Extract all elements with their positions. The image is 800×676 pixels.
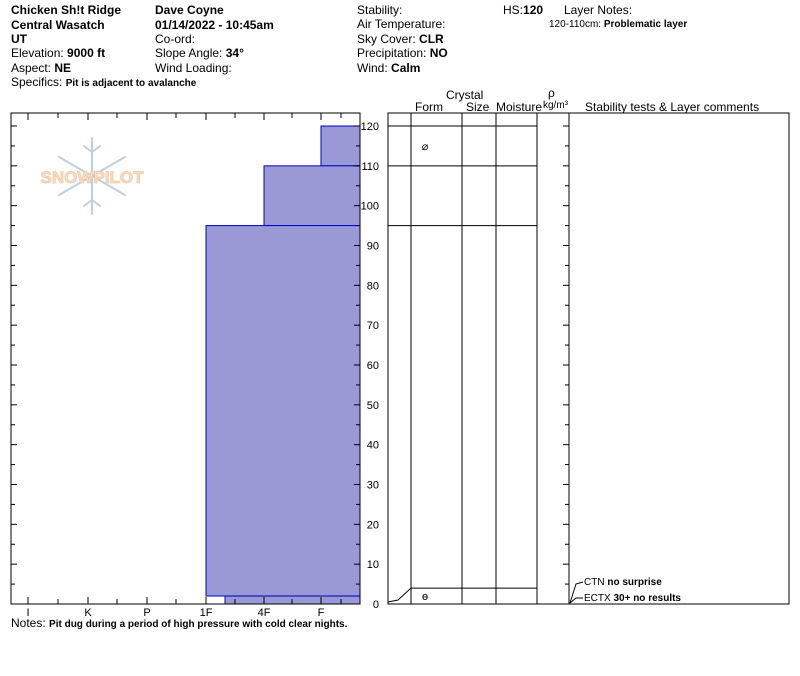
region-name: Central Wasatch [11, 18, 105, 32]
specifics-label: Specifics: [11, 75, 63, 89]
layer-note-text: Problematic layer [603, 19, 688, 30]
precip-value: NO [429, 46, 448, 60]
notes-value: Pit dug during a period of high pressure… [49, 619, 348, 630]
hardness-tick-label: F [318, 607, 325, 619]
stability-test-2: ECTX 30+ no results [584, 592, 681, 606]
aspect-value: NE [54, 61, 72, 75]
layer-note-range: 120-110cm: [549, 19, 602, 30]
test-leader-line [569, 597, 583, 604]
comments-header: Stability tests & Layer comments [585, 100, 760, 114]
sky-cover: Sky Cover: CLR [357, 32, 444, 46]
test-code: ECTX [584, 593, 611, 604]
air-temperature-label: Air Temperature: [357, 17, 446, 31]
height-tick-label: 50 [367, 400, 379, 412]
sky-value: CLR [419, 32, 444, 46]
aspect-label: Aspect: [11, 61, 52, 75]
height-tick-label: 110 [361, 161, 379, 173]
snow-height: HS:120 [503, 3, 543, 17]
observation-datetime: 01/14/2022 - 10:45am [155, 18, 274, 32]
snowflake-icon [58, 137, 126, 215]
aspect: Aspect: NE [11, 61, 71, 75]
precipitation: Precipitation: NO [357, 46, 448, 60]
hardness-plot-frame [10, 112, 361, 605]
height-tick-label: 10 [367, 559, 379, 571]
slope-angle: Slope Angle: 34° [155, 46, 244, 60]
size-header: Size [466, 100, 490, 114]
moisture-header: Moisture [496, 100, 543, 114]
coord-label: Co-ord: [155, 32, 196, 46]
elevation-label: Elevation: [11, 46, 64, 60]
grain-form-symbol: ɵ [422, 591, 428, 603]
hardness-tick-label: 4F [258, 607, 271, 619]
crystal-header: Crystal [446, 88, 484, 102]
elevation-value: 9000 ft [67, 46, 106, 60]
height-tick-label: 40 [367, 440, 379, 452]
specifics-value: Pit is adjacent to avalanche [65, 78, 197, 89]
observer-name: Dave Coyne [155, 3, 224, 17]
test-code: CTN [584, 577, 605, 588]
notes-label: Notes: [11, 616, 46, 630]
layer-connector [387, 587, 412, 603]
elevation: Elevation: 9000 ft [11, 46, 105, 60]
height-tick-label: 70 [367, 320, 379, 332]
height-tick-label: 0 [373, 599, 379, 611]
height-tick-label: 80 [367, 280, 379, 292]
hardness-tick-label: I [26, 607, 29, 619]
wind-value: Calm [391, 61, 421, 75]
test-leader-line [569, 581, 584, 604]
hs-label: HS: [503, 3, 524, 17]
height-tick-label: 20 [367, 519, 379, 531]
logo-text: SNOWPILOT [41, 168, 145, 187]
height-tick-label: 120 [361, 121, 379, 133]
hardness-layer-bar [205, 225, 361, 597]
state-name: UT [11, 32, 27, 46]
stability-label: Stability: [357, 3, 403, 17]
test-result: 30+ no results [613, 593, 681, 604]
precip-label: Precipitation: [357, 46, 427, 60]
height-tick-label: 30 [367, 480, 379, 492]
specifics: Specifics: Pit is adjacent to avalanche [11, 75, 196, 91]
form-header: Form [415, 100, 443, 114]
wind-loading-label: Wind Loading: [155, 61, 232, 75]
layer-notes-label: Layer Notes: [564, 3, 633, 17]
height-tick-label: 90 [367, 241, 379, 253]
height-tick-label: 100 [361, 201, 379, 213]
sky-label: Sky Cover: [357, 32, 416, 46]
height-tick-label: 60 [367, 360, 379, 372]
snowpilot-logo: SNOWPILOT [40, 137, 145, 215]
hardness-tick-label: 1F [200, 607, 213, 619]
slope-label: Slope Angle: [155, 46, 223, 60]
wind: Wind: Calm [357, 61, 420, 75]
hardness-tick-label: K [84, 607, 92, 619]
notes: Notes: Pit dug during a period of high p… [11, 616, 347, 632]
hardness-layer-bar [320, 125, 361, 167]
location-name: Chicken Sh!t Ridge [11, 3, 122, 17]
stability-test-1: CTN no surprise [584, 576, 662, 590]
layer-note: 120-110cm: Problematic layer [549, 18, 687, 32]
test-result: no surprise [607, 577, 662, 588]
rho-header: ρ [548, 86, 555, 100]
hs-value: 120 [523, 3, 544, 17]
wind-label: Wind: [357, 61, 388, 75]
hardness-tick-label: P [143, 607, 150, 619]
density-unit-header: kg/m³ [543, 100, 568, 111]
slope-value: 34° [225, 46, 244, 60]
crystal-table-frame [387, 112, 790, 605]
hardness-layer-bar [263, 165, 361, 227]
grain-form-symbol: ⌀ [422, 141, 429, 153]
